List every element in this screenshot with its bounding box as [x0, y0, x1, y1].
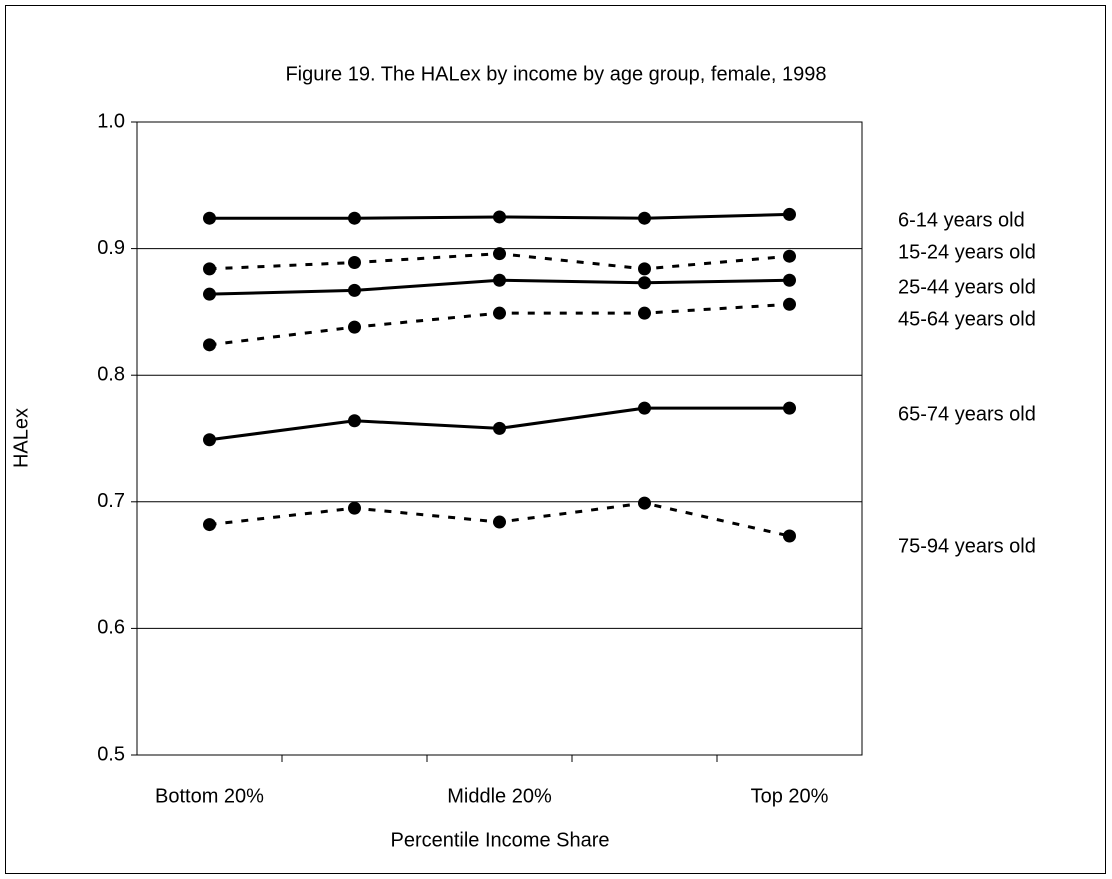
data-point — [348, 256, 361, 270]
y-tick-label: 0.7 — [97, 490, 125, 512]
y-tick-label: 1.0 — [97, 110, 125, 132]
data-point — [348, 501, 361, 515]
data-point — [493, 306, 506, 320]
data-point — [203, 287, 216, 301]
y-axis-label: HALex — [10, 408, 32, 468]
data-point — [638, 276, 651, 290]
data-point — [493, 273, 506, 287]
data-point — [638, 306, 651, 320]
data-point — [203, 338, 216, 352]
x-tick-label: Bottom 20% — [155, 785, 264, 807]
data-point — [783, 401, 796, 415]
data-point — [783, 273, 796, 287]
data-point — [348, 320, 361, 334]
data-point — [348, 283, 361, 297]
y-tick-label: 0.8 — [97, 363, 125, 385]
x-tick-label: Top 20% — [751, 785, 829, 807]
data-point — [638, 262, 651, 276]
series-label: 65-74 years old — [898, 403, 1036, 425]
series-label: 15-24 years old — [898, 241, 1036, 263]
data-point — [203, 433, 216, 447]
series-label: 6-14 years old — [898, 209, 1025, 231]
data-point — [348, 211, 361, 225]
y-tick-label: 0.9 — [97, 237, 125, 259]
data-point — [493, 515, 506, 529]
data-point — [493, 421, 506, 435]
y-tick-label: 0.5 — [97, 743, 125, 765]
data-point — [783, 207, 796, 221]
chart-title: Figure 19. The HALex by income by age gr… — [285, 63, 826, 85]
data-point — [783, 249, 796, 263]
series-label: 25-44 years old — [898, 276, 1036, 298]
data-point — [783, 297, 796, 311]
data-point — [783, 529, 796, 543]
data-point — [493, 210, 506, 224]
series-label: 75-94 years old — [898, 535, 1036, 557]
y-tick-label: 0.6 — [97, 617, 125, 639]
data-point — [493, 247, 506, 261]
data-point — [638, 211, 651, 225]
data-point — [638, 401, 651, 415]
data-point — [638, 496, 651, 510]
data-point — [203, 518, 216, 532]
x-tick-label: Middle 20% — [447, 785, 552, 807]
data-point — [348, 414, 361, 428]
x-axis-label: Percentile Income Share — [390, 829, 609, 851]
series-label: 45-64 years old — [898, 308, 1036, 330]
data-point — [203, 211, 216, 225]
data-point — [203, 262, 216, 276]
chart-frame — [5, 5, 1106, 874]
